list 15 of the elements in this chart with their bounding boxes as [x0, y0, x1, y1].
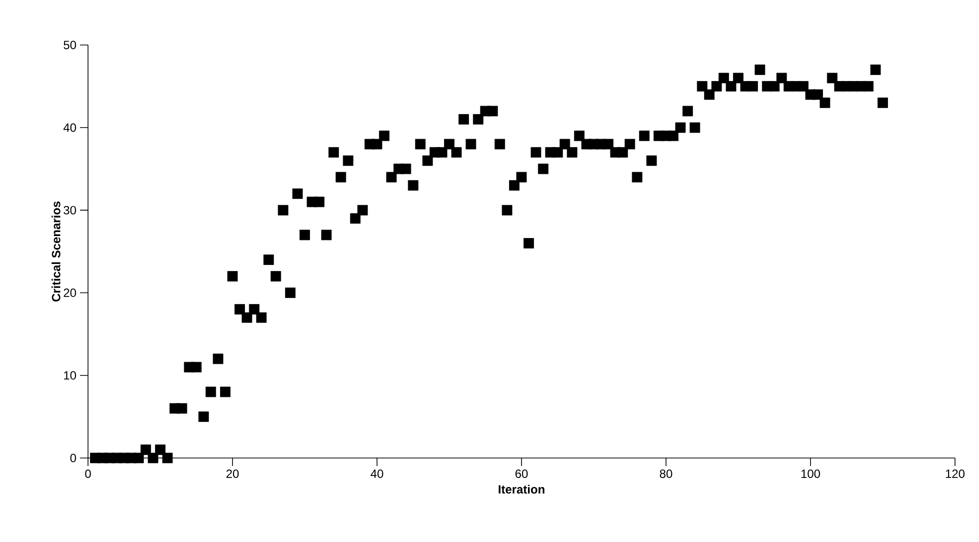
y-axis-title: Critical Scenarios [52, 201, 60, 302]
x-tick-label: 120 [946, 470, 965, 478]
x-tick-label: 40 [370, 470, 384, 478]
y-tick-label: 30 [64, 206, 76, 214]
y-tick-label: 20 [64, 288, 76, 298]
x-tick-label: 20 [226, 470, 239, 478]
y-tick-label: 40 [63, 123, 76, 132]
x-tick-label: 0 [85, 470, 91, 478]
x-tick-label: 100 [801, 470, 820, 478]
y-tick-label: 10 [64, 371, 76, 380]
y-tick-label: 50 [64, 40, 76, 50]
x-axis-title: Iteration [498, 484, 544, 494]
x-tick-label: 60 [515, 470, 528, 478]
x-tick-label: 80 [660, 470, 672, 478]
y-tick-label: 0 [70, 454, 76, 462]
